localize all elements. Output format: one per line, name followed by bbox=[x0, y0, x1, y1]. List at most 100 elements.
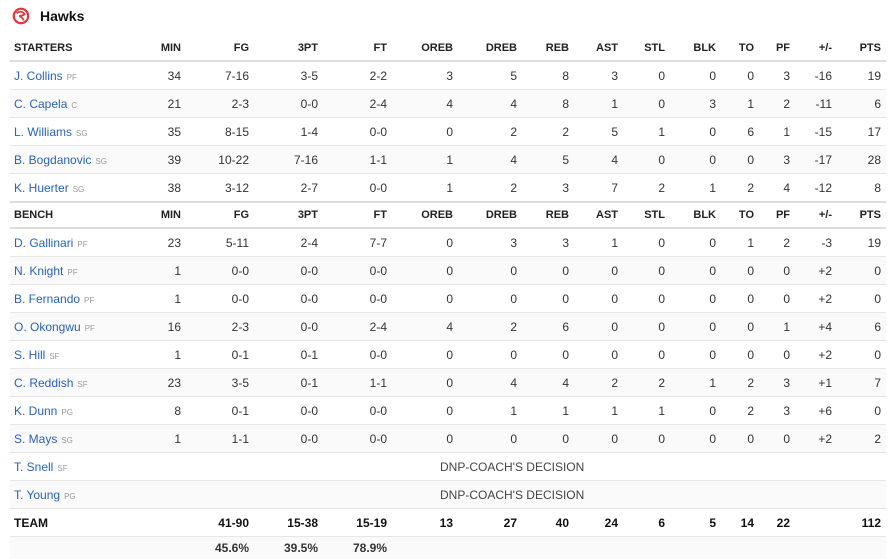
column-header[interactable]: PTS bbox=[837, 36, 886, 62]
stat-blk: 0 bbox=[670, 228, 721, 257]
pct-blk bbox=[670, 536, 721, 559]
column-header[interactable]: MIN bbox=[140, 201, 186, 229]
column-header[interactable]: OREB bbox=[392, 36, 458, 62]
dnp-reason: DNP-COACH'S DECISION bbox=[392, 452, 886, 481]
player-name-link[interactable]: O. Okongwu bbox=[14, 319, 81, 334]
player-name-link[interactable]: N. Knight bbox=[14, 263, 64, 278]
column-header[interactable]: REB bbox=[522, 201, 574, 229]
total-pts: 112 bbox=[837, 508, 886, 537]
stat-stl: 0 bbox=[623, 145, 670, 174]
player-name-link[interactable]: S. Hill bbox=[14, 347, 46, 362]
player-name-link[interactable]: C. Capela bbox=[14, 96, 68, 111]
column-header[interactable]: TO bbox=[721, 36, 759, 62]
column-header[interactable]: OREB bbox=[392, 201, 458, 229]
stat-ast: 1 bbox=[574, 396, 623, 425]
player-cell: O. Okongwu PF bbox=[10, 312, 140, 341]
stat-reb: 2 bbox=[522, 117, 574, 146]
column-header[interactable]: REB bbox=[522, 36, 574, 62]
stat-ft: 0-0 bbox=[323, 284, 392, 313]
column-header[interactable]: DREB bbox=[458, 36, 522, 62]
column-header[interactable]: 3PT bbox=[254, 36, 323, 62]
stat-pts: 0 bbox=[837, 284, 886, 313]
stat-3pt: 2-4 bbox=[254, 228, 323, 257]
column-header[interactable]: BLK bbox=[670, 201, 721, 229]
stat-min: 23 bbox=[140, 228, 186, 257]
column-header[interactable]: STL bbox=[623, 201, 670, 229]
column-header[interactable]: MIN bbox=[140, 36, 186, 62]
stat-oreb: 0 bbox=[392, 117, 458, 146]
stat-to: 1 bbox=[721, 228, 759, 257]
player-name-link[interactable]: D. Gallinari bbox=[14, 235, 74, 250]
stat-dreb: 0 bbox=[458, 256, 522, 285]
player-name-link[interactable]: K. Huerter bbox=[14, 180, 69, 195]
stat-oreb: 0 bbox=[392, 424, 458, 453]
stat-pf: 1 bbox=[759, 312, 795, 341]
player-name-link[interactable]: C. Reddish bbox=[14, 375, 74, 390]
team-percentages-row: 45.6% 39.5% 78.9% bbox=[10, 536, 886, 559]
stat-pts: 0 bbox=[837, 340, 886, 369]
column-header[interactable]: PF bbox=[759, 201, 795, 229]
player-name-link[interactable]: T. Snell bbox=[14, 459, 54, 474]
column-header[interactable]: TO bbox=[721, 201, 759, 229]
column-header[interactable]: FG bbox=[186, 36, 254, 62]
empty-cell bbox=[140, 480, 392, 509]
column-header[interactable]: BLK bbox=[670, 36, 721, 62]
player-cell: B. Bogdanovic SG bbox=[10, 145, 140, 174]
column-header[interactable]: PTS bbox=[837, 201, 886, 229]
total-blk: 5 bbox=[670, 508, 721, 537]
total-reb: 40 bbox=[522, 508, 574, 537]
column-header[interactable]: PF bbox=[759, 36, 795, 62]
stat-plus-minus: +1 bbox=[795, 368, 837, 397]
column-header[interactable]: AST bbox=[574, 36, 623, 62]
player-name-link[interactable]: J. Collins bbox=[14, 68, 63, 83]
player-row: K. Dunn PG 8 0-1 0-0 0-0 0 1 1 1 1 0 2 3 +6 0 bbox=[10, 396, 886, 425]
stat-blk: 0 bbox=[670, 284, 721, 313]
player-row: J. Collins PF 34 7-16 3-5 2-2 3 5 8 3 0 0 0 3 -16 19 bbox=[10, 61, 886, 90]
column-header[interactable]: AST bbox=[574, 201, 623, 229]
pct-ast bbox=[574, 536, 623, 559]
stat-min: 1 bbox=[140, 256, 186, 285]
player-row: O. Okongwu PF 16 2-3 0-0 2-4 4 2 6 0 0 0 0 1 +4 6 bbox=[10, 312, 886, 341]
player-position: SG bbox=[72, 184, 85, 194]
stat-3pt: 1-4 bbox=[254, 117, 323, 146]
player-name-link[interactable]: K. Dunn bbox=[14, 403, 58, 418]
stat-min: 34 bbox=[140, 61, 186, 90]
stat-dreb: 2 bbox=[458, 173, 522, 203]
stat-ft: 2-2 bbox=[323, 61, 392, 90]
stat-ast: 3 bbox=[574, 61, 623, 90]
stat-ft: 2-4 bbox=[323, 312, 392, 341]
player-cell: L. Williams SG bbox=[10, 117, 140, 146]
stat-ast: 4 bbox=[574, 145, 623, 174]
column-header[interactable]: +/- bbox=[795, 36, 837, 62]
column-header[interactable]: STL bbox=[623, 36, 670, 62]
column-header[interactable]: 3PT bbox=[254, 201, 323, 229]
column-header[interactable]: FG bbox=[186, 201, 254, 229]
pct-oreb bbox=[392, 536, 458, 559]
stat-reb: 8 bbox=[522, 89, 574, 118]
stat-ast: 2 bbox=[574, 368, 623, 397]
player-position: SF bbox=[49, 351, 60, 361]
player-row: T. Young PG DNP-COACH'S DECISION bbox=[10, 480, 886, 509]
player-name-link[interactable]: B. Fernando bbox=[14, 291, 81, 306]
player-name-link[interactable]: S. Mays bbox=[14, 431, 58, 446]
stat-oreb: 0 bbox=[392, 396, 458, 425]
player-name-link[interactable]: L. Williams bbox=[14, 124, 73, 139]
column-header[interactable]: FT bbox=[323, 201, 392, 229]
column-header[interactable]: FT bbox=[323, 36, 392, 62]
player-cell: C. Reddish SF bbox=[10, 368, 140, 397]
player-cell: K. Huerter SG bbox=[10, 173, 140, 203]
pct-ft: 78.9% bbox=[323, 536, 392, 559]
stat-blk: 0 bbox=[670, 117, 721, 146]
stat-plus-minus: +4 bbox=[795, 312, 837, 341]
column-header[interactable]: DREB bbox=[458, 201, 522, 229]
player-name-link[interactable]: B. Bogdanovic bbox=[14, 152, 92, 167]
stat-to: 0 bbox=[721, 61, 759, 90]
player-name-link[interactable]: T. Young bbox=[14, 487, 61, 502]
stat-oreb: 1 bbox=[392, 145, 458, 174]
stat-oreb: 0 bbox=[392, 340, 458, 369]
column-header[interactable]: +/- bbox=[795, 201, 837, 229]
player-row: D. Gallinari PF 23 5-11 2-4 7-7 0 3 3 1 0 0 1 2 -3 19 bbox=[10, 228, 886, 257]
stat-dreb: 1 bbox=[458, 396, 522, 425]
stat-oreb: 4 bbox=[392, 312, 458, 341]
player-row: S. Mays SG 1 1-1 0-0 0-0 0 0 0 0 0 0 0 0 +2 2 bbox=[10, 424, 886, 453]
